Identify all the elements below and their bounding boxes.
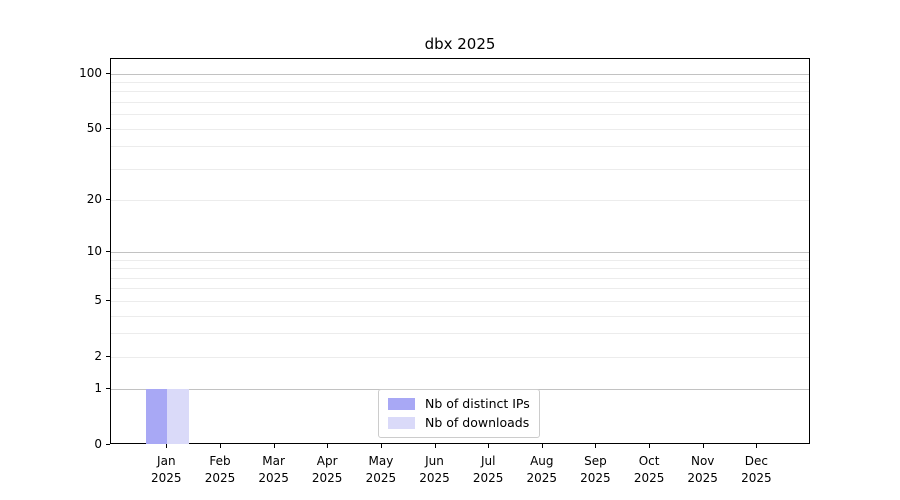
gridline-minor	[111, 315, 809, 317]
y-tick-label: 0	[94, 437, 102, 451]
y-tick	[106, 355, 110, 357]
chart-title: dbx 2025	[424, 35, 496, 53]
y-tick-label: 1	[94, 381, 102, 396]
legend-entry-downloads: Nb of downloads	[388, 415, 530, 431]
x-tick	[434, 444, 436, 448]
y-tick-label: 10	[86, 244, 102, 258]
gridline-minor	[111, 300, 809, 302]
x-tick-label: Jul 2025	[472, 454, 504, 485]
legend-swatch-distinct-ips	[388, 398, 415, 410]
y-tick-label: 20	[86, 192, 102, 206]
legend-label-distinct-ips: Nb of distinct IPs	[425, 396, 530, 411]
x-tick-label: Jun 2025	[419, 454, 450, 485]
y-tick	[106, 72, 110, 74]
gridline-minor	[111, 101, 809, 103]
x-tick	[327, 444, 329, 448]
x-tick	[380, 444, 382, 448]
x-tick-label: Aug 2025	[526, 454, 558, 485]
gridline-major	[111, 73, 809, 75]
y-tick	[106, 199, 110, 200]
plot-area	[110, 58, 810, 444]
x-tick-label: Feb 2025	[204, 454, 236, 485]
gridline-minor	[111, 356, 809, 358]
gridline-minor	[111, 146, 809, 148]
gridline-minor	[111, 277, 809, 279]
x-tick	[756, 444, 758, 448]
y-tick-label: 100	[79, 65, 102, 80]
y-tick	[106, 251, 110, 252]
gridline-minor	[111, 114, 809, 116]
y-tick	[106, 127, 110, 129]
x-tick	[273, 444, 275, 448]
gridline-minor	[111, 268, 809, 270]
gridline-minor	[111, 288, 809, 290]
x-tick	[702, 444, 704, 448]
x-tick-label: Apr 2025	[311, 454, 343, 485]
x-tick-label: May 2025	[365, 454, 397, 485]
y-tick	[106, 444, 110, 445]
gridline-major	[111, 252, 809, 253]
y-tick-label: 5	[94, 292, 102, 307]
legend-swatch-downloads	[388, 417, 415, 429]
gridline-minor	[111, 259, 809, 261]
y-tick	[106, 299, 110, 301]
x-tick	[595, 444, 597, 448]
x-tick	[220, 444, 221, 448]
gridline-minor	[111, 200, 809, 201]
legend: Nb of distinct IPs Nb of downloads	[378, 389, 540, 438]
bar-nb-of-downloads-jan	[167, 389, 189, 444]
x-tick-label: Oct 2025	[633, 454, 665, 485]
x-tick	[166, 444, 168, 448]
x-tick-label: Dec 2025	[741, 454, 772, 485]
gridline-minor	[111, 81, 809, 83]
x-tick	[488, 444, 490, 448]
legend-entry-distinct-ips: Nb of distinct IPs	[388, 396, 530, 412]
x-tick	[541, 444, 543, 448]
y-tick-label: 50	[86, 120, 102, 135]
x-tick-label: Nov 2025	[687, 454, 718, 485]
bar-nb-of-distinct-ips-jan	[145, 389, 168, 444]
x-tick	[649, 444, 651, 448]
gridline-minor	[111, 91, 809, 93]
gridline-minor	[111, 168, 809, 170]
y-tick-label: 2	[94, 348, 102, 363]
y-tick	[106, 388, 110, 390]
gridline-minor	[111, 128, 809, 130]
legend-label-downloads: Nb of downloads	[425, 415, 530, 430]
gridline-minor	[111, 333, 809, 335]
x-tick-label: Mar 2025	[258, 454, 289, 485]
x-tick-label: Sep 2025	[580, 454, 611, 485]
x-tick-label: Jan 2025	[151, 454, 182, 485]
